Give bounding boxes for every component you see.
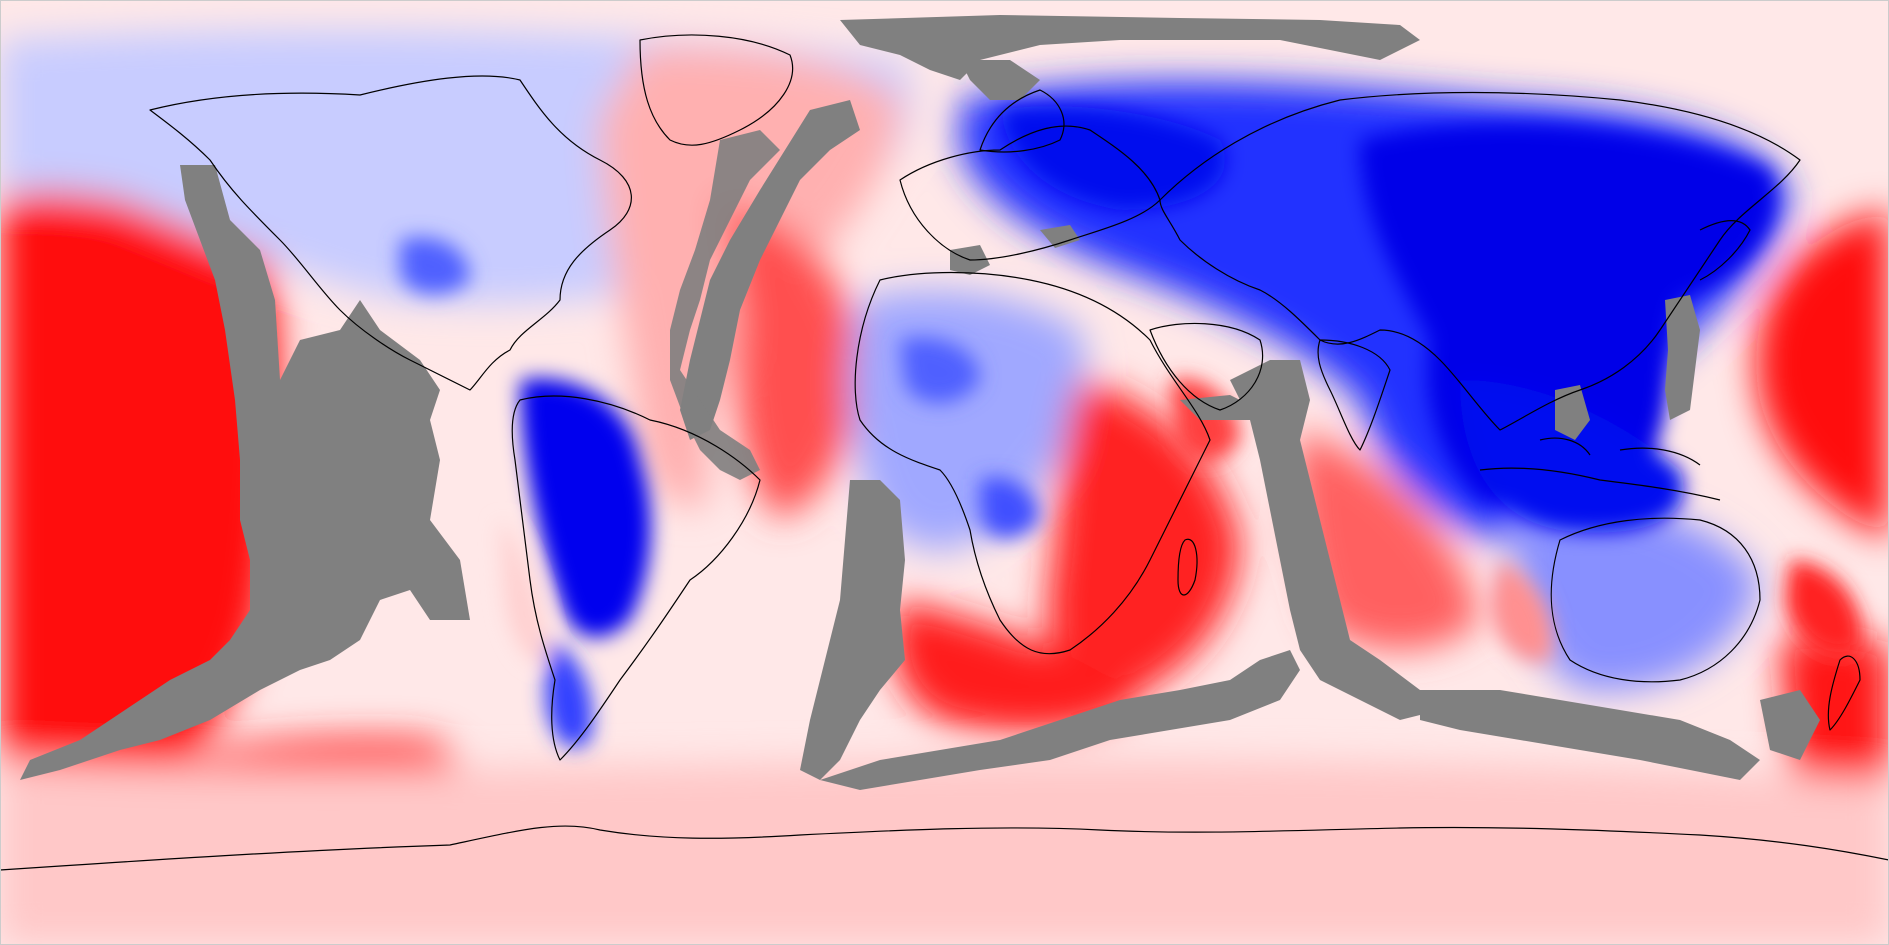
mask-philippines — [1555, 385, 1590, 440]
anomaly-detail-layer — [400, 106, 1862, 748]
mask-indian-ridge — [1230, 360, 1440, 720]
mask-mid-atlantic-south — [800, 480, 905, 780]
mask-gulf-of-aden — [1180, 395, 1260, 420]
coast-arabia — [1149, 322, 1264, 411]
mask-east-pacific — [20, 165, 470, 780]
coast-south-america — [511, 395, 761, 761]
mask-southern-ocean — [820, 650, 1300, 790]
coast-north-america — [149, 75, 632, 391]
coastlines — [0, 34, 1889, 871]
mask-arctic-b — [960, 60, 1040, 100]
coast-madagascar — [1177, 538, 1198, 596]
coast-asia — [1159, 91, 1801, 431]
masked-regions — [20, 15, 1820, 790]
mask-black-sea — [1040, 225, 1080, 248]
mask-south-pacific-east — [1760, 690, 1820, 760]
coast-africa — [854, 271, 1211, 655]
coast-scandinavia — [979, 89, 1065, 153]
mask-west-pacific-strip — [1665, 295, 1700, 420]
mask-mid-atlantic-north-b — [670, 130, 780, 480]
coast-antarctica — [0, 825, 1889, 871]
coast-indonesia — [1479, 437, 1721, 501]
coast-india — [1317, 339, 1391, 451]
mask-mid-atlantic-north — [680, 100, 860, 440]
coast-australia — [1550, 517, 1761, 683]
mask-southeast-indian — [1420, 690, 1760, 780]
coast-japan — [1699, 220, 1751, 281]
coast-greenland — [639, 34, 794, 146]
coast-new-zealand — [1827, 655, 1861, 731]
mask-arctic-a — [840, 15, 1420, 80]
